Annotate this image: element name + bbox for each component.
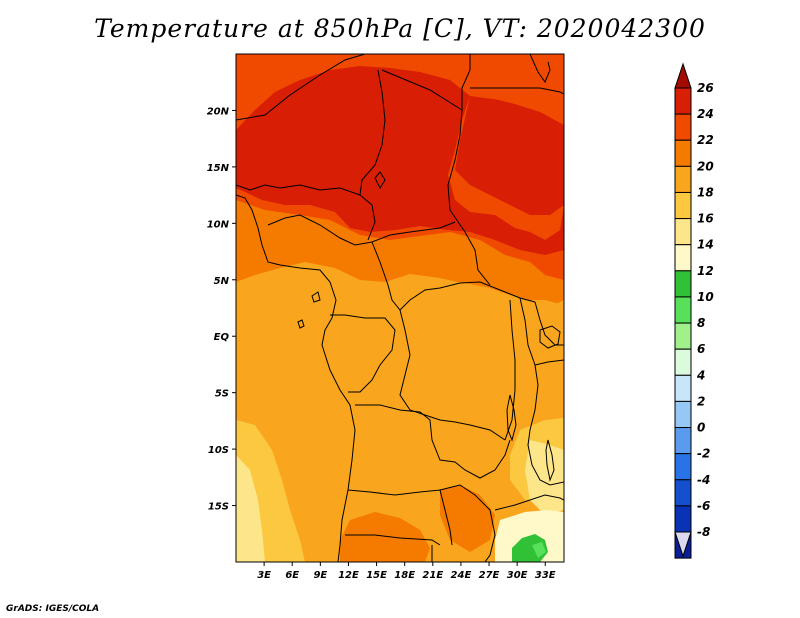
colorbar-swatch (674, 191, 692, 220)
x-axis: 3E 6E 9E 12E 15E 18E 21E 24E 27E 30E 33E (257, 562, 556, 581)
border-sahara-1 (236, 54, 366, 121)
y-tick-label: EQ (214, 332, 230, 343)
colorbar-label: -8 (697, 525, 710, 539)
island-bioko (311, 291, 321, 303)
colorbar-swatch (674, 479, 692, 507)
colorbar-label: 6 (697, 342, 705, 356)
y-tick-label: 15N (207, 163, 230, 174)
colorbar-swatch (674, 87, 692, 115)
colorbar-label: 14 (697, 238, 714, 252)
colorbar-label: 22 (697, 133, 714, 147)
y-axis: 20N 15N 10N 5N EQ 5S 10S 15S (207, 106, 236, 513)
colorbar-label: 0 (697, 421, 705, 435)
border-central-1 (371, 241, 536, 311)
temperature-field (236, 54, 564, 562)
border-south-1 (347, 489, 453, 546)
border-south-5 (494, 494, 564, 511)
colorbar-label: -4 (697, 473, 710, 487)
colorbar-swatch (674, 505, 692, 533)
colorbar-label: 24 (697, 107, 714, 121)
y-tick-label: 5N (214, 276, 230, 287)
x-tick-label: 30E (507, 570, 528, 581)
colorbar-label: 18 (697, 185, 714, 199)
lake-victoria (539, 325, 561, 349)
map-title: Temperature at 850hPa [C], VT: 202004230… (94, 14, 706, 43)
field-16-mozambique (525, 440, 564, 515)
colorbar-label: 8 (697, 316, 705, 330)
field-10-spot (532, 542, 546, 558)
x-tick-label: 21E (422, 570, 443, 581)
x-tick-label: 33E (535, 570, 556, 581)
y-tick-label: 10N (207, 219, 230, 230)
colorbar-swatch (674, 139, 692, 167)
colorbar-swatch (674, 322, 692, 350)
island-sao-tome (297, 319, 305, 329)
colorbar-label: 10 (697, 290, 714, 304)
border-south-4 (439, 484, 496, 562)
border-sahara-2 (359, 69, 386, 241)
colorbar-swatch (674, 244, 692, 272)
lake-malawi (545, 439, 555, 482)
country-borders (236, 54, 564, 562)
colorbar-swatch (674, 296, 692, 324)
border-sahara-3 (381, 54, 471, 111)
border-central-4 (355, 404, 511, 479)
field-26-sahara (236, 66, 564, 255)
colorbar-label: 20 (697, 159, 714, 173)
x-tick-label: 24E (451, 570, 472, 581)
field-26-east (455, 96, 564, 215)
y-tick-label: 5S (215, 389, 229, 400)
field-22-angola (340, 512, 430, 562)
field-16-coast (236, 455, 265, 562)
x-tick-label: 15E (366, 570, 387, 581)
x-tick-label: 27E (479, 570, 500, 581)
colorbar-label: 12 (697, 264, 714, 278)
map-frame (235, 53, 565, 563)
colorbar-bottom-arrow (674, 531, 692, 558)
red-sea-coast (529, 54, 551, 84)
colorbar-swatch (674, 270, 692, 298)
colorbar-top-arrow (674, 62, 692, 89)
border-central-3 (399, 309, 506, 441)
field-24-northeast (470, 54, 564, 125)
colorbar-swatch (674, 165, 692, 193)
border-sahara-6 (267, 214, 456, 246)
y-tick-label: 10S (208, 445, 229, 456)
border-sahara-4 (447, 109, 491, 286)
colorbar-swatch (674, 218, 692, 246)
colorbar-swatch (674, 427, 692, 455)
lake-chad (374, 171, 386, 190)
colorbar-label: 26 (697, 81, 714, 95)
border-sahara-7 (470, 87, 564, 95)
x-tick-label: 3E (257, 570, 271, 581)
colorbar-label: -6 (697, 499, 710, 513)
border-south-2 (345, 534, 441, 546)
border-central-2 (330, 314, 396, 393)
colorbar-label: 16 (697, 212, 714, 226)
coastline-west (236, 194, 356, 562)
lake-tanganyika (506, 394, 517, 442)
footer-credit: GrADS: IGES/COLA (6, 604, 100, 614)
y-tick-label: 15S (208, 502, 229, 513)
colorbar-swatch (674, 374, 692, 402)
border-central-5 (504, 299, 516, 441)
x-tick-label: 6E (285, 570, 299, 581)
border-east-3 (534, 359, 564, 366)
colorbar-swatch (674, 113, 692, 141)
x-tick-label: 9E (313, 570, 327, 581)
border-east-1 (534, 301, 564, 346)
border-sahara-5 (236, 184, 361, 196)
x-tick-label: 18E (394, 570, 415, 581)
colorbar-swatch (674, 400, 692, 429)
colorbar-label: 2 (697, 394, 705, 408)
colorbar-label: 4 (696, 368, 705, 382)
border-east-2 (519, 297, 564, 486)
y-tick-label: 20N (207, 106, 230, 117)
x-tick-label: 12E (338, 570, 359, 581)
colorbar-swatch (674, 348, 692, 376)
colorbar-label: -2 (697, 447, 710, 461)
colorbar-swatch (674, 453, 692, 481)
